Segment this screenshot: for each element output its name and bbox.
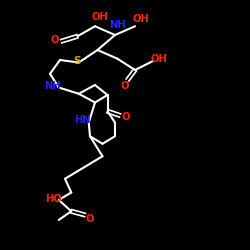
Text: O: O: [51, 35, 59, 45]
Text: O: O: [86, 214, 94, 224]
Text: HN: HN: [74, 115, 91, 125]
Text: S: S: [74, 56, 81, 66]
Text: O: O: [121, 81, 129, 91]
Text: OH: OH: [133, 14, 150, 24]
Text: O: O: [122, 112, 130, 122]
Text: OH: OH: [92, 12, 108, 22]
Text: NH: NH: [44, 81, 61, 91]
Text: OH: OH: [150, 54, 167, 64]
Text: HO: HO: [46, 194, 62, 204]
Text: NH: NH: [109, 20, 126, 30]
